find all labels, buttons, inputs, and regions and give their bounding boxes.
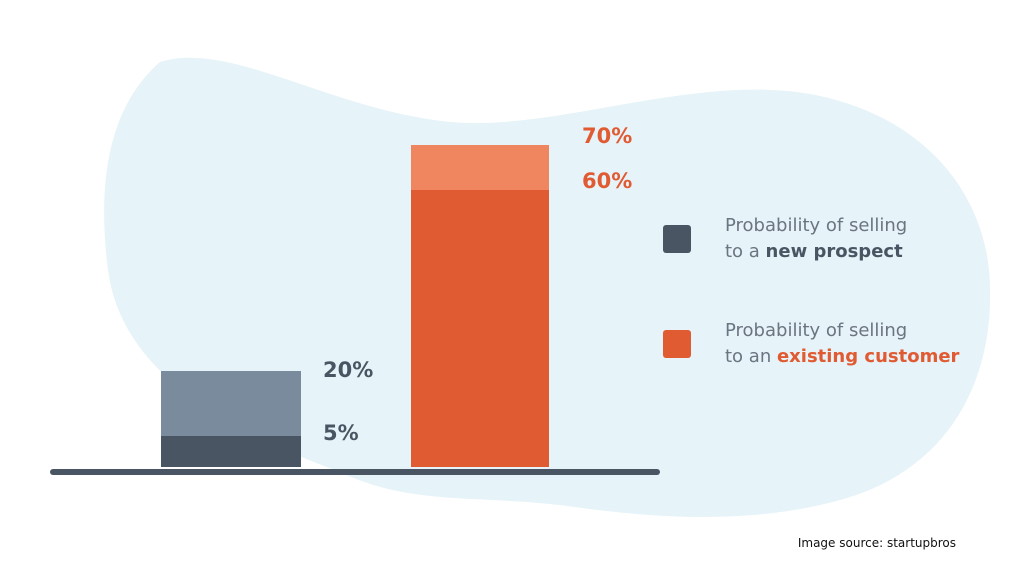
value-label-high-existing-customer: 70% [582,124,632,148]
legend-label-new-prospect: Probability of selling to a new prospect [725,213,907,265]
legend-item-existing-customer: Probability of selling to an existing cu… [663,318,959,370]
value-label-high-new-prospect: 20% [323,358,373,382]
value-label-low-existing-customer: 60% [582,169,632,193]
legend-item-new-prospect: Probability of selling to a new prospect [663,213,907,265]
bar-lower-existing-customer [411,190,549,467]
legend-line2: to an existing customer [725,344,959,370]
legend-line1: Probability of selling [725,215,908,236]
legend-swatch-new-prospect [663,225,691,253]
legend-emphasis: new prospect [765,241,903,262]
legend-line1: Probability of selling [725,320,908,341]
legend-label-existing-customer: Probability of selling to an existing cu… [725,318,959,370]
legend-swatch-existing-customer [663,330,691,358]
legend-line2-prefix: to a [725,241,766,262]
baseline [50,469,660,475]
image-source-caption: Image source: startupbros [797,536,956,550]
bar-upper-existing-customer [411,145,549,190]
bar-upper-new-prospect [161,371,301,436]
legend-line2: to a new prospect [725,239,907,265]
legend-line2-prefix: to an [725,346,777,367]
value-label-low-new-prospect: 5% [323,421,359,445]
bar-lower-new-prospect [161,436,301,467]
legend-emphasis: existing customer [776,346,960,367]
